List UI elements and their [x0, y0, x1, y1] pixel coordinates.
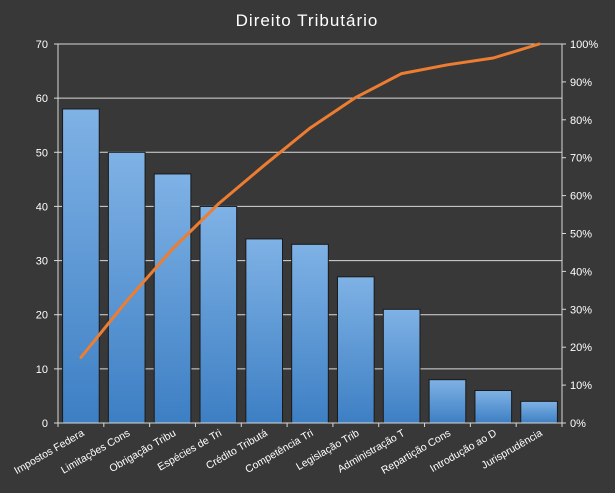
y-tick-label: 50 — [36, 147, 48, 159]
bar-series — [62, 108, 558, 424]
y-tick-label: 30 — [36, 256, 48, 268]
y2-tick-label: 70% — [570, 153, 592, 165]
y-tick-label: 60 — [36, 93, 48, 105]
y2-tick-label: 0% — [570, 418, 586, 430]
y2-tick-label: 30% — [570, 304, 592, 316]
y-tick-label: 40 — [36, 201, 48, 213]
y2-tick-label: 40% — [570, 266, 592, 278]
cumulative-line-series — [79, 42, 541, 359]
bar — [428, 379, 467, 424]
y2-tick-label: 10% — [570, 380, 592, 392]
y2-tick-label: 50% — [570, 229, 592, 241]
y2-tick-label: 90% — [570, 77, 592, 89]
bar — [62, 108, 100, 424]
y-tick-label: 20 — [36, 310, 48, 322]
y2-tick-label: 20% — [570, 342, 592, 354]
cumulative-line — [79, 42, 541, 359]
bar — [474, 390, 513, 424]
y2-tick-label: 100% — [570, 39, 598, 51]
chart-title: Direito Tributário — [236, 11, 379, 30]
y-tick-label: 70 — [36, 39, 48, 51]
bar — [245, 238, 284, 424]
bar — [336, 276, 375, 424]
bar — [520, 400, 558, 424]
bar — [382, 308, 421, 424]
y2-tick-label: 60% — [570, 191, 592, 203]
y-tick-label: 0 — [42, 418, 48, 430]
bar — [153, 173, 192, 424]
y2-tick-label: 80% — [570, 115, 592, 127]
y-tick-label: 10 — [36, 364, 48, 376]
bar — [199, 205, 238, 424]
bar — [291, 243, 329, 424]
